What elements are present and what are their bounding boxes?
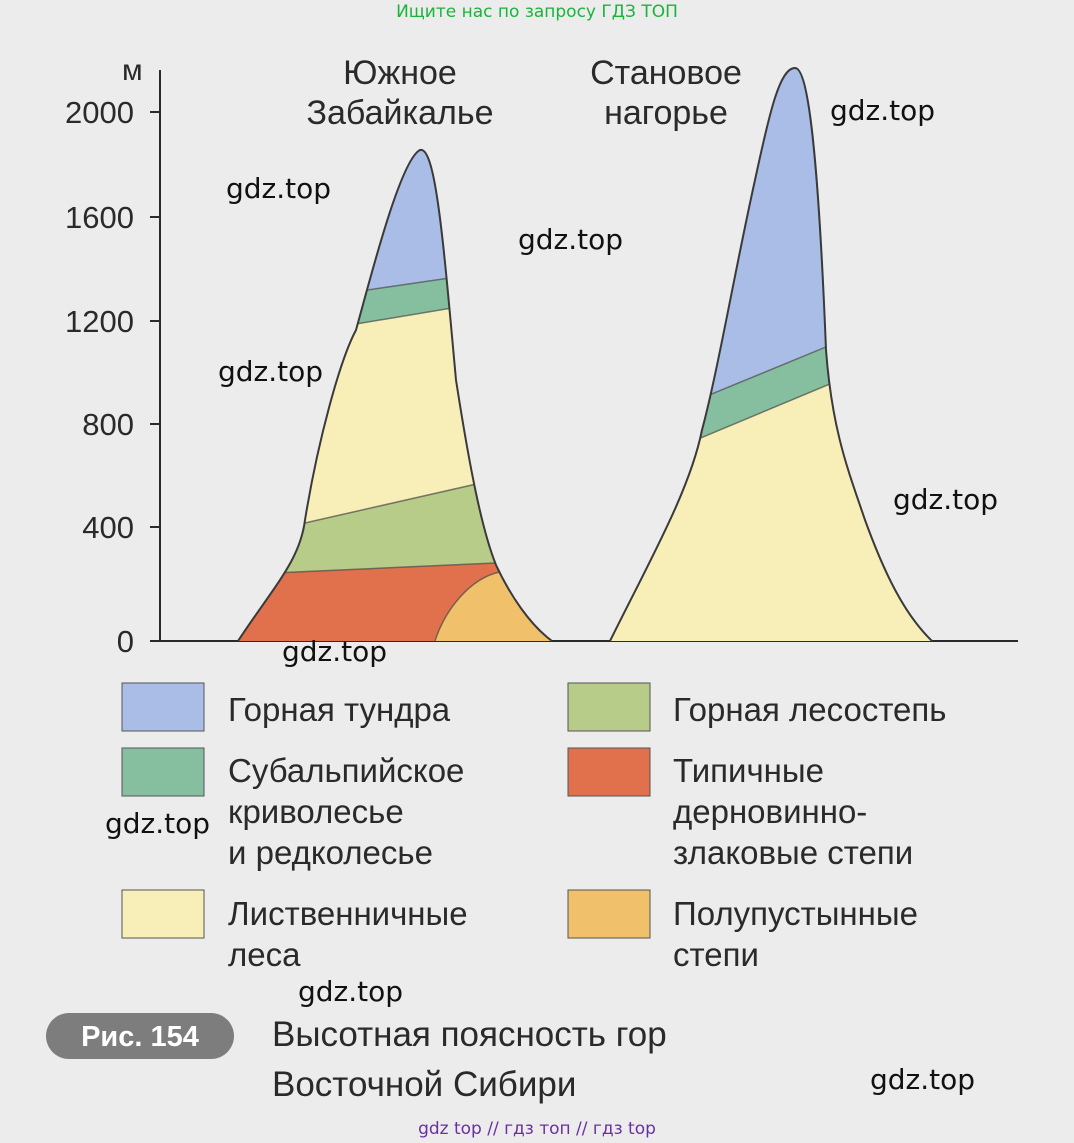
tick-label: 800 [82, 407, 134, 442]
watermarks: gdz.top gdz.top gdz.top gdz.top gdz.top … [105, 94, 998, 1096]
legend-label: злаковые степи [673, 834, 913, 871]
watermark: gdz.top [830, 94, 935, 127]
tick-label: 2000 [65, 95, 134, 130]
legend-label: леса [228, 936, 301, 973]
tick-label: 1200 [65, 304, 134, 339]
legend-label: дерновинно- [673, 793, 867, 830]
legend-label: Полупустынные [673, 895, 918, 932]
tick-label: 0 [117, 624, 134, 659]
mountain-south-transbaikalia [237, 148, 553, 642]
legend: Горная тундра Горная лесостепь Субальпий… [121, 682, 946, 973]
top-banner[interactable]: Ищите нас по запросу ГДЗ ТОП [396, 2, 678, 22]
legend-item: Полупустынные степи [567, 889, 918, 973]
mountain-title: нагорье [604, 94, 728, 132]
watermark: gdz.top [218, 355, 323, 388]
legend-item: Горная лесостепь [567, 682, 946, 732]
bottom-banner[interactable]: gdz top // гдз топ // гдз top [418, 1119, 656, 1139]
legend-swatch [121, 889, 205, 939]
legend-label: Горная тундра [228, 691, 451, 728]
legend-item: Субальпийское криволесье и редколесье [121, 747, 464, 871]
legend-label: Субальпийское [228, 752, 464, 789]
legend-swatch [567, 682, 651, 732]
legend-item: Горная тундра [121, 682, 451, 732]
legend-swatch [567, 889, 651, 939]
figure-number: Рис. 154 [81, 1021, 199, 1053]
legend-label: Типичные [673, 752, 824, 789]
watermark: gdz.top [105, 807, 210, 840]
watermark: gdz.top [870, 1063, 975, 1096]
legend-swatch [121, 747, 205, 797]
mountain-title: Становое [590, 54, 742, 92]
legend-swatch [121, 682, 205, 732]
legend-swatch [567, 747, 651, 797]
legend-item: Лиственничные леса [121, 889, 468, 973]
watermark: gdz.top [893, 483, 998, 516]
tick-label: 1600 [65, 200, 134, 235]
figure-badge [46, 1013, 234, 1059]
legend-label: степи [673, 936, 759, 973]
mountain-stanovoy-highlands [609, 66, 933, 642]
watermark: gdz.top [518, 223, 623, 256]
watermark: gdz.top [282, 635, 387, 668]
caption-text: Высотная поясность гор [272, 1015, 667, 1054]
legend-label: криволесье [228, 793, 404, 830]
mountain-title: Южное [343, 54, 457, 92]
legend-label: Горная лесостепь [673, 691, 946, 728]
mountain-title: Забайкалье [306, 94, 493, 132]
legend-item: Типичные дерновинно- злаковые степи [567, 747, 913, 871]
axis-unit: м [122, 54, 143, 87]
y-ticks: 0 400 800 1200 1600 2000 [65, 95, 160, 659]
caption-text: Восточной Сибири [272, 1065, 576, 1104]
zone-mountain-tundra [238, 149, 552, 310]
legend-label: и редколесье [228, 834, 433, 871]
watermark: gdz.top [298, 975, 403, 1008]
watermark: gdz.top [226, 172, 331, 205]
tick-label: 400 [82, 510, 134, 545]
legend-label: Лиственничные [228, 895, 468, 932]
figure-caption: Рис. 154 Высотная поясность гор Восточно… [46, 1013, 667, 1104]
